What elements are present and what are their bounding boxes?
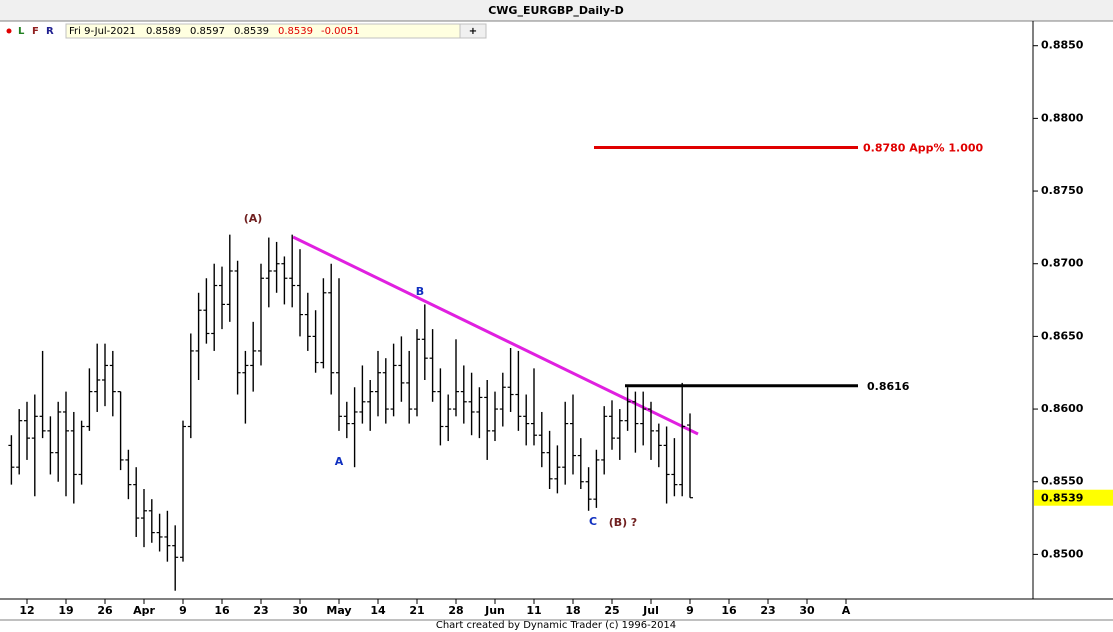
toolbar-button[interactable]: R — [46, 26, 54, 37]
info-low: 0.8539 — [234, 26, 269, 37]
last-price-box — [1034, 489, 1113, 506]
x-tick-label: 18 — [565, 604, 580, 617]
x-tick-label: 30 — [292, 604, 308, 617]
x-tick-label: 30 — [799, 604, 815, 617]
info-close: 0.8539 — [278, 26, 313, 37]
info-high: 0.8597 — [190, 26, 225, 37]
add-icon[interactable]: + — [469, 26, 477, 37]
toolbar-button[interactable]: L — [18, 26, 25, 37]
chart-title: CWG_EURGBP_Daily-D — [488, 4, 624, 17]
x-tick-label: May — [326, 604, 351, 617]
wave-label: (B) — [609, 516, 627, 529]
wave-label: (A) — [244, 212, 263, 225]
info-date: Fri 9-Jul-2021 — [69, 26, 136, 37]
x-tick-label: 14 — [370, 604, 386, 617]
wave-label: A — [335, 455, 344, 468]
x-tick-label: A — [842, 604, 851, 617]
x-tick-label: 25 — [604, 604, 619, 617]
info-change: -0.0051 — [321, 26, 360, 37]
y-tick-label: 0.8800 — [1041, 111, 1084, 124]
wave-label: C — [589, 515, 597, 528]
y-tick-label: 0.8550 — [1041, 475, 1084, 488]
y-tick-label: 0.8700 — [1041, 257, 1084, 270]
y-tick-label: 0.8600 — [1041, 402, 1084, 415]
last-price-label: 0.8539 — [1041, 492, 1083, 505]
x-tick-label: 23 — [760, 604, 775, 617]
x-tick-label: 16 — [721, 604, 737, 617]
toolbar-button[interactable]: F — [32, 26, 39, 37]
x-tick-label: 9 — [686, 604, 694, 617]
x-tick-label: Jul — [642, 604, 659, 617]
x-tick-label: 11 — [526, 604, 541, 617]
y-tick-label: 0.8750 — [1041, 184, 1084, 197]
x-tick-label: 28 — [448, 604, 463, 617]
wave-label: ? — [631, 516, 637, 529]
level-label: 0.8780 App% 1.000 — [863, 141, 984, 154]
level-label: 0.8616 — [867, 380, 910, 393]
add-button[interactable] — [459, 23, 487, 39]
x-tick-label: Apr — [133, 604, 155, 617]
x-tick-label: Jun — [484, 604, 505, 617]
footer: Chart created by Dynamic Trader (c) 1996… — [436, 620, 676, 631]
x-tick-label: 26 — [97, 604, 113, 617]
trendline — [292, 235, 699, 436]
x-tick-label: 12 — [19, 604, 34, 617]
wave-label: B — [416, 285, 424, 298]
y-tick-label: 0.8500 — [1041, 547, 1084, 560]
x-tick-label: 19 — [58, 604, 73, 617]
info-open: 0.8589 — [146, 26, 181, 37]
info-bar: L F R + Fri 9-Jul-2021 0.8589 0.8597 0.8… — [6, 23, 487, 39]
x-tick-label: 21 — [409, 604, 424, 617]
toolbar-dot[interactable] — [6, 28, 12, 34]
x-tick-label: 9 — [179, 604, 187, 617]
x-tick-label: 23 — [253, 604, 268, 617]
y-tick-label: 0.8850 — [1041, 39, 1084, 52]
x-tick-label: 16 — [214, 604, 230, 617]
y-tick-label: 0.8650 — [1041, 329, 1084, 342]
title-bar — [0, 0, 1113, 21]
